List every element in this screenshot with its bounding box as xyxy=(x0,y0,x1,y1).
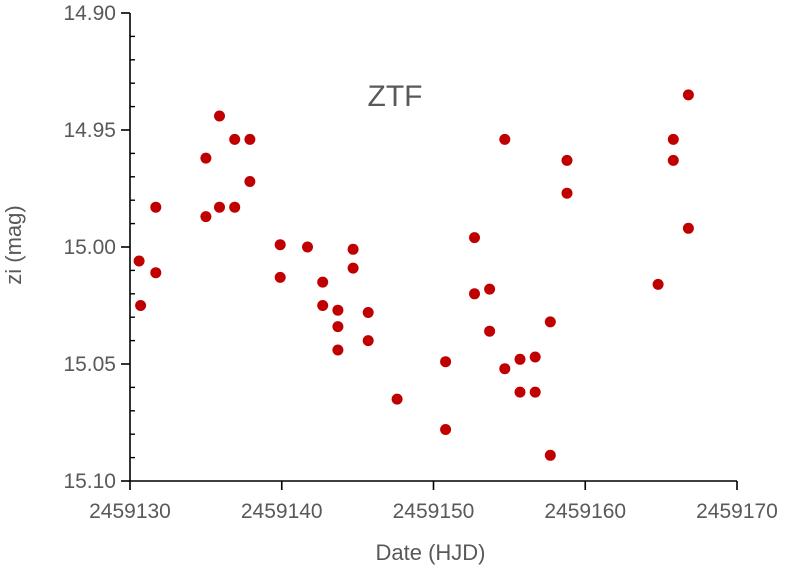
data-point xyxy=(469,288,480,300)
y-tick-label: 15.10 xyxy=(63,470,116,493)
y-tick-label: 15.00 xyxy=(63,236,116,259)
data-point xyxy=(362,307,374,318)
data-point xyxy=(544,449,556,461)
data-point xyxy=(274,271,286,283)
data-point xyxy=(561,187,573,199)
data-point xyxy=(362,335,374,347)
data-point xyxy=(682,222,694,234)
data-point xyxy=(499,363,511,375)
x-tick-label: 2459160 xyxy=(544,500,626,523)
data-point xyxy=(561,154,573,166)
data-point xyxy=(274,239,286,251)
x-tick-label: 2459150 xyxy=(393,500,475,523)
data-point xyxy=(440,356,452,368)
data-point xyxy=(135,300,147,311)
data-point xyxy=(200,211,212,223)
axes xyxy=(129,13,737,482)
y-axis-title: zi (mag) xyxy=(1,205,26,284)
x-tick-label: 2459170 xyxy=(696,500,778,523)
chart-title: ZTF xyxy=(368,80,423,113)
data-point xyxy=(544,316,556,328)
x-tick-label: 2459140 xyxy=(241,500,323,523)
data-point xyxy=(133,255,145,267)
data-point xyxy=(667,133,679,145)
ticks: 14.90 14.95 15.00 15.05 15.10 2459130 2459140 2… xyxy=(63,2,777,523)
data-point xyxy=(484,325,496,337)
data-point xyxy=(317,276,329,288)
data-point xyxy=(317,300,329,311)
data-point xyxy=(244,133,256,145)
data-point xyxy=(529,386,541,398)
data-point xyxy=(391,393,403,405)
y-tick-label: 14.90 xyxy=(63,2,116,25)
y-tick-label: 15.05 xyxy=(63,353,116,376)
data-point xyxy=(332,304,344,316)
data-point xyxy=(332,321,344,333)
data-point xyxy=(440,424,452,435)
data-point xyxy=(347,262,359,274)
data-point xyxy=(529,351,541,363)
data-point xyxy=(200,152,212,164)
data-point xyxy=(484,283,496,295)
data-point xyxy=(652,278,664,290)
data-point xyxy=(499,133,511,145)
data-point xyxy=(667,154,679,166)
x-tick-label: 2459130 xyxy=(89,500,171,523)
data-point xyxy=(347,243,359,255)
data-point xyxy=(150,267,162,279)
data-point xyxy=(214,110,225,122)
data-point xyxy=(244,176,256,187)
data-point xyxy=(332,344,344,356)
data-point xyxy=(514,386,526,398)
data-points xyxy=(133,89,694,461)
y-tick-label: 14.95 xyxy=(63,119,116,142)
data-point xyxy=(514,353,526,365)
data-point xyxy=(150,201,162,213)
x-axis-title: Date (HJD) xyxy=(375,540,485,565)
data-point xyxy=(682,89,694,101)
data-point xyxy=(214,201,225,213)
data-point xyxy=(302,241,313,253)
data-point xyxy=(229,201,241,213)
data-point xyxy=(469,232,480,244)
data-point xyxy=(229,133,241,145)
